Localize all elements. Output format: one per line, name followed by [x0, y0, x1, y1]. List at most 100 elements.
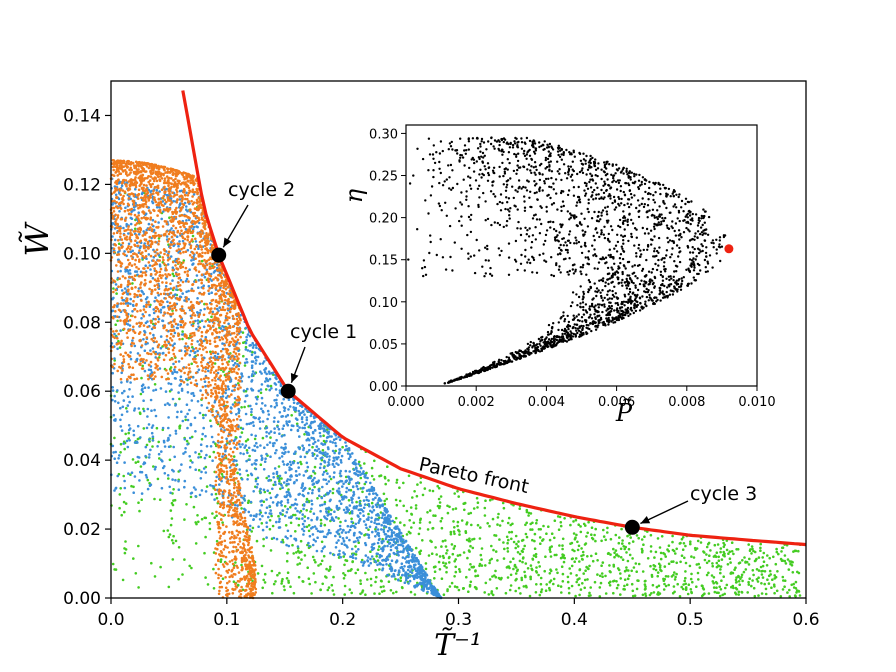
green-sample-point	[260, 522, 264, 525]
blue-sample-point	[274, 483, 277, 486]
blue-sample-point	[123, 461, 126, 464]
green-sample-point	[441, 539, 445, 543]
blue-sample-point	[407, 582, 410, 585]
green-sample-point	[453, 560, 457, 563]
green-sample-point	[587, 520, 590, 524]
green-sample-point	[415, 494, 419, 498]
green-sample-point	[136, 460, 140, 464]
blue-sample-point	[298, 511, 302, 514]
blue-sample-point	[166, 402, 169, 405]
green-sample-point	[521, 550, 524, 554]
blue-sample-point	[175, 288, 178, 291]
blue-sample-point	[251, 346, 255, 349]
green-sample-point	[417, 532, 421, 536]
green-sample-point	[278, 479, 281, 483]
blue-sample-point	[384, 559, 388, 563]
blue-sample-point	[364, 523, 368, 526]
blue-sample-point	[357, 521, 360, 525]
green-sample-point	[532, 554, 536, 557]
orange-sample-point	[153, 267, 156, 270]
blue-sample-point	[282, 397, 286, 401]
green-sample-point	[750, 552, 753, 555]
green-sample-point	[437, 560, 441, 564]
blue-sample-point	[335, 437, 338, 441]
blue-sample-point	[273, 467, 277, 470]
blue-sample-point	[345, 486, 349, 490]
blue-sample-point	[303, 426, 307, 430]
blue-sample-point	[203, 456, 207, 460]
green-sample-point	[512, 540, 516, 544]
blue-sample-point	[333, 510, 336, 513]
green-sample-point	[744, 560, 747, 564]
blue-sample-point	[210, 493, 214, 496]
green-sample-point	[478, 564, 481, 568]
blue-sample-point	[147, 438, 151, 441]
blue-sample-point	[210, 435, 214, 439]
blue-sample-point	[203, 275, 207, 279]
blue-sample-point	[330, 435, 333, 438]
green-sample-point	[586, 578, 589, 581]
blue-sample-point	[313, 476, 316, 480]
green-sample-point	[495, 587, 499, 590]
green-sample-point	[682, 583, 685, 586]
green-sample-point	[757, 594, 760, 597]
green-sample-point	[119, 487, 122, 490]
green-sample-point	[578, 593, 581, 597]
blue-sample-point	[154, 414, 158, 418]
blue-sample-point	[143, 349, 147, 353]
blue-sample-point	[171, 266, 175, 270]
blue-sample-point	[262, 468, 266, 471]
green-sample-point	[421, 539, 424, 542]
blue-sample-point	[122, 399, 126, 402]
blue-sample-point	[251, 370, 255, 373]
blue-sample-point	[402, 569, 405, 572]
green-sample-point	[189, 495, 193, 499]
blue-sample-point	[185, 377, 188, 381]
orange-sample-point	[154, 322, 157, 326]
green-sample-point	[423, 487, 427, 490]
green-sample-point	[381, 537, 384, 541]
green-sample-point	[552, 582, 555, 586]
green-sample-point	[113, 359, 116, 362]
green-sample-point	[591, 537, 595, 541]
blue-sample-point	[114, 450, 117, 454]
green-sample-point	[377, 548, 380, 551]
green-sample-point	[463, 501, 467, 505]
green-sample-point	[599, 581, 603, 585]
green-sample-point	[282, 585, 286, 588]
blue-sample-point	[274, 383, 278, 386]
green-sample-point	[754, 559, 757, 562]
green-sample-point	[658, 566, 662, 569]
green-sample-point	[409, 590, 413, 594]
blue-sample-point	[263, 370, 267, 374]
green-sample-point	[705, 561, 709, 565]
green-sample-point	[206, 318, 210, 321]
blue-sample-point	[399, 543, 403, 547]
blue-sample-point	[212, 440, 215, 444]
blue-sample-point	[167, 436, 170, 440]
green-sample-point	[580, 557, 584, 561]
blue-sample-point	[400, 535, 403, 538]
orange-sample-point	[218, 355, 221, 359]
blue-sample-point	[129, 216, 133, 220]
blue-sample-point	[365, 489, 369, 493]
green-sample-point	[112, 287, 115, 290]
blue-sample-point	[292, 406, 295, 409]
green-sample-point	[612, 591, 615, 595]
blue-sample-point	[388, 519, 391, 523]
orange-sample-point	[231, 314, 235, 318]
blue-sample-point	[262, 488, 266, 492]
blue-sample-point	[312, 442, 315, 446]
green-sample-point	[117, 339, 120, 343]
blue-sample-point	[332, 553, 336, 557]
green-sample-point	[289, 521, 293, 525]
green-sample-point	[131, 458, 135, 461]
green-sample-point	[300, 462, 303, 466]
blue-sample-point	[274, 388, 278, 391]
blue-sample-point	[323, 453, 327, 457]
blue-sample-point	[143, 386, 147, 390]
green-sample-point	[756, 580, 760, 583]
blue-sample-point	[114, 487, 117, 490]
green-sample-point	[797, 571, 801, 575]
green-sample-point	[667, 544, 671, 547]
